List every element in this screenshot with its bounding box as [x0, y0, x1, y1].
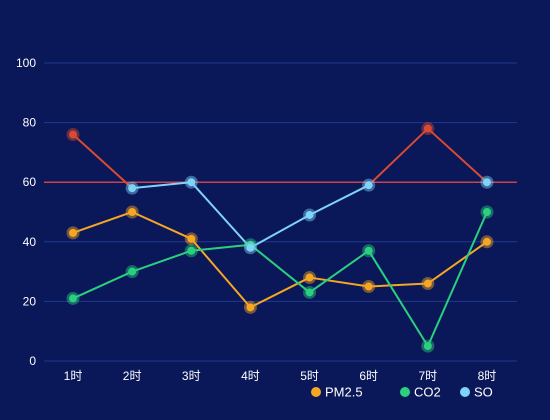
series-pm2-5-point[interactable] — [125, 205, 139, 219]
y-tick-label: 20 — [23, 294, 37, 308]
series-co2-point-dot — [187, 246, 196, 255]
series-co2-point[interactable] — [480, 205, 494, 219]
series-so-point-dot — [364, 181, 373, 190]
x-tick-label: 6时 — [359, 369, 378, 383]
series-so-point[interactable] — [303, 208, 317, 222]
x-tick-label: 2时 — [123, 369, 142, 383]
x-tick-label: 5时 — [300, 369, 319, 383]
series-co2-point[interactable] — [184, 244, 198, 258]
series-so-point[interactable] — [480, 175, 494, 189]
series-so-alarm-point[interactable] — [66, 128, 80, 142]
series-pm2-5-point-dot — [364, 282, 373, 291]
grid-lines — [44, 62, 517, 362]
y-axis-ticks: 0 20 40 60 80 100 — [16, 56, 36, 368]
x-tick-label: 4时 — [241, 369, 260, 383]
legend-item-so[interactable]: SO — [460, 385, 493, 400]
series-so-point[interactable] — [184, 175, 198, 189]
series-so-point-dot — [187, 178, 196, 187]
series-points — [66, 122, 494, 353]
series-pm2-5-point-dot — [246, 303, 255, 312]
legend-label: PM2.5 — [325, 385, 363, 400]
series-co2-point-dot — [423, 342, 432, 351]
series-co2-line — [72, 211, 488, 348]
legend-label: CO2 — [414, 385, 441, 400]
series-pm2-5-line — [72, 211, 488, 309]
series-pm2-5-point[interactable] — [303, 271, 317, 285]
series-so-alarm-point-dot — [423, 124, 432, 133]
legend-item-co2[interactable]: CO2 — [400, 385, 441, 400]
series-co2-point[interactable] — [362, 244, 376, 258]
series-so-point[interactable] — [362, 178, 376, 192]
y-tick-label: 60 — [23, 175, 37, 189]
series-so-point-dot — [305, 210, 314, 219]
series-so-point-dot — [128, 184, 137, 193]
series-pm2-5-point[interactable] — [480, 235, 494, 249]
y-tick-label: 0 — [29, 354, 36, 368]
series-co2-point[interactable] — [421, 339, 435, 353]
series-pm2-5-point-dot — [69, 228, 77, 237]
x-tick-label: 3时 — [182, 369, 201, 383]
series-so-point[interactable] — [125, 181, 139, 195]
series-pm2-5-point-dot — [482, 237, 491, 246]
y-tick-label: 40 — [23, 235, 37, 249]
series-co2-point[interactable] — [303, 285, 317, 299]
legend-marker — [311, 387, 321, 397]
series-pm2-5-point-dot — [187, 234, 196, 243]
series-co2-point-dot — [69, 294, 77, 303]
y-tick-label: 100 — [16, 56, 36, 70]
series-co2-point-dot — [364, 246, 373, 255]
series-co2-point[interactable] — [125, 265, 139, 279]
series-co2-point-dot — [482, 208, 491, 216]
legend-item-pm2-5[interactable]: PM2.5 — [311, 385, 363, 400]
x-tick-label: 7时 — [418, 369, 437, 383]
legend-marker — [400, 387, 410, 397]
legend-label: SO — [474, 385, 493, 400]
series-so-line — [131, 181, 370, 249]
series-pm2-5-point-dot — [305, 273, 314, 282]
legend-marker — [460, 387, 470, 397]
series-so-alarm-line — [72, 133, 134, 190]
series-lines — [72, 127, 488, 348]
series-pm2-5-point-dot — [128, 208, 137, 216]
y-tick-label: 80 — [23, 116, 37, 130]
series-pm2-5-point[interactable] — [362, 280, 376, 293]
series-pm2-5-point[interactable] — [421, 277, 435, 291]
series-so-point-dot — [482, 178, 491, 187]
legend: PM2.5 CO2 SO — [311, 385, 493, 400]
series-so-point-dot — [246, 243, 255, 252]
series-so-alarm-point[interactable] — [421, 122, 435, 136]
series-co2-point[interactable] — [66, 291, 80, 305]
series-co2-point-dot — [128, 267, 137, 276]
series-so-alarm-line — [367, 127, 488, 187]
series-so-alarm-point-dot — [69, 130, 77, 139]
series-pm2-5-point[interactable] — [66, 226, 80, 240]
series-pm2-5-point[interactable] — [243, 300, 257, 314]
x-axis-ticks: 1时 2时 3时 4时 5时 6时 7时 8时 — [64, 369, 497, 383]
series-co2-point-dot — [305, 288, 314, 297]
series-pm2-5-point-dot — [423, 279, 432, 288]
x-tick-label: 1时 — [64, 369, 83, 383]
series-pm2-5-point[interactable] — [184, 232, 198, 246]
x-tick-label: 8时 — [478, 369, 497, 383]
series-so-point[interactable] — [243, 241, 257, 255]
